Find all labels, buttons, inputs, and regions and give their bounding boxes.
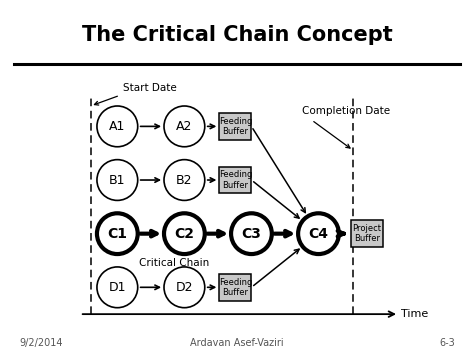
Text: Critical Chain: Critical Chain bbox=[139, 258, 209, 268]
Circle shape bbox=[97, 267, 138, 308]
Text: A1: A1 bbox=[109, 120, 126, 133]
Circle shape bbox=[97, 106, 138, 147]
Circle shape bbox=[164, 213, 205, 254]
Circle shape bbox=[97, 160, 138, 201]
Circle shape bbox=[164, 106, 205, 147]
FancyBboxPatch shape bbox=[351, 220, 383, 247]
Text: Start Date: Start Date bbox=[123, 83, 176, 93]
Text: D1: D1 bbox=[109, 281, 126, 294]
Text: 6-3: 6-3 bbox=[439, 338, 455, 348]
Text: Time: Time bbox=[401, 309, 428, 319]
Text: C2: C2 bbox=[174, 227, 194, 241]
Text: Feeding
Buffer: Feeding Buffer bbox=[219, 278, 252, 297]
Text: Feeding
Buffer: Feeding Buffer bbox=[219, 170, 252, 190]
Text: Ardavan Asef-Vaziri: Ardavan Asef-Vaziri bbox=[190, 338, 284, 348]
Text: 9/2/2014: 9/2/2014 bbox=[19, 338, 63, 348]
Text: B2: B2 bbox=[176, 174, 192, 186]
Text: Completion Date: Completion Date bbox=[302, 106, 391, 116]
FancyBboxPatch shape bbox=[219, 113, 251, 140]
Text: B1: B1 bbox=[109, 174, 126, 186]
Text: C3: C3 bbox=[241, 227, 261, 241]
Text: A2: A2 bbox=[176, 120, 192, 133]
Text: C1: C1 bbox=[107, 227, 128, 241]
Circle shape bbox=[164, 267, 205, 308]
Text: D2: D2 bbox=[176, 281, 193, 294]
Circle shape bbox=[298, 213, 339, 254]
Circle shape bbox=[231, 213, 272, 254]
Text: Project
Buffer: Project Buffer bbox=[352, 224, 381, 244]
Text: C4: C4 bbox=[309, 227, 328, 241]
FancyBboxPatch shape bbox=[219, 274, 251, 301]
Circle shape bbox=[164, 160, 205, 201]
FancyBboxPatch shape bbox=[219, 166, 251, 193]
Circle shape bbox=[97, 213, 138, 254]
Text: The Critical Chain Concept: The Critical Chain Concept bbox=[82, 25, 392, 45]
Text: Feeding
Buffer: Feeding Buffer bbox=[219, 117, 252, 136]
